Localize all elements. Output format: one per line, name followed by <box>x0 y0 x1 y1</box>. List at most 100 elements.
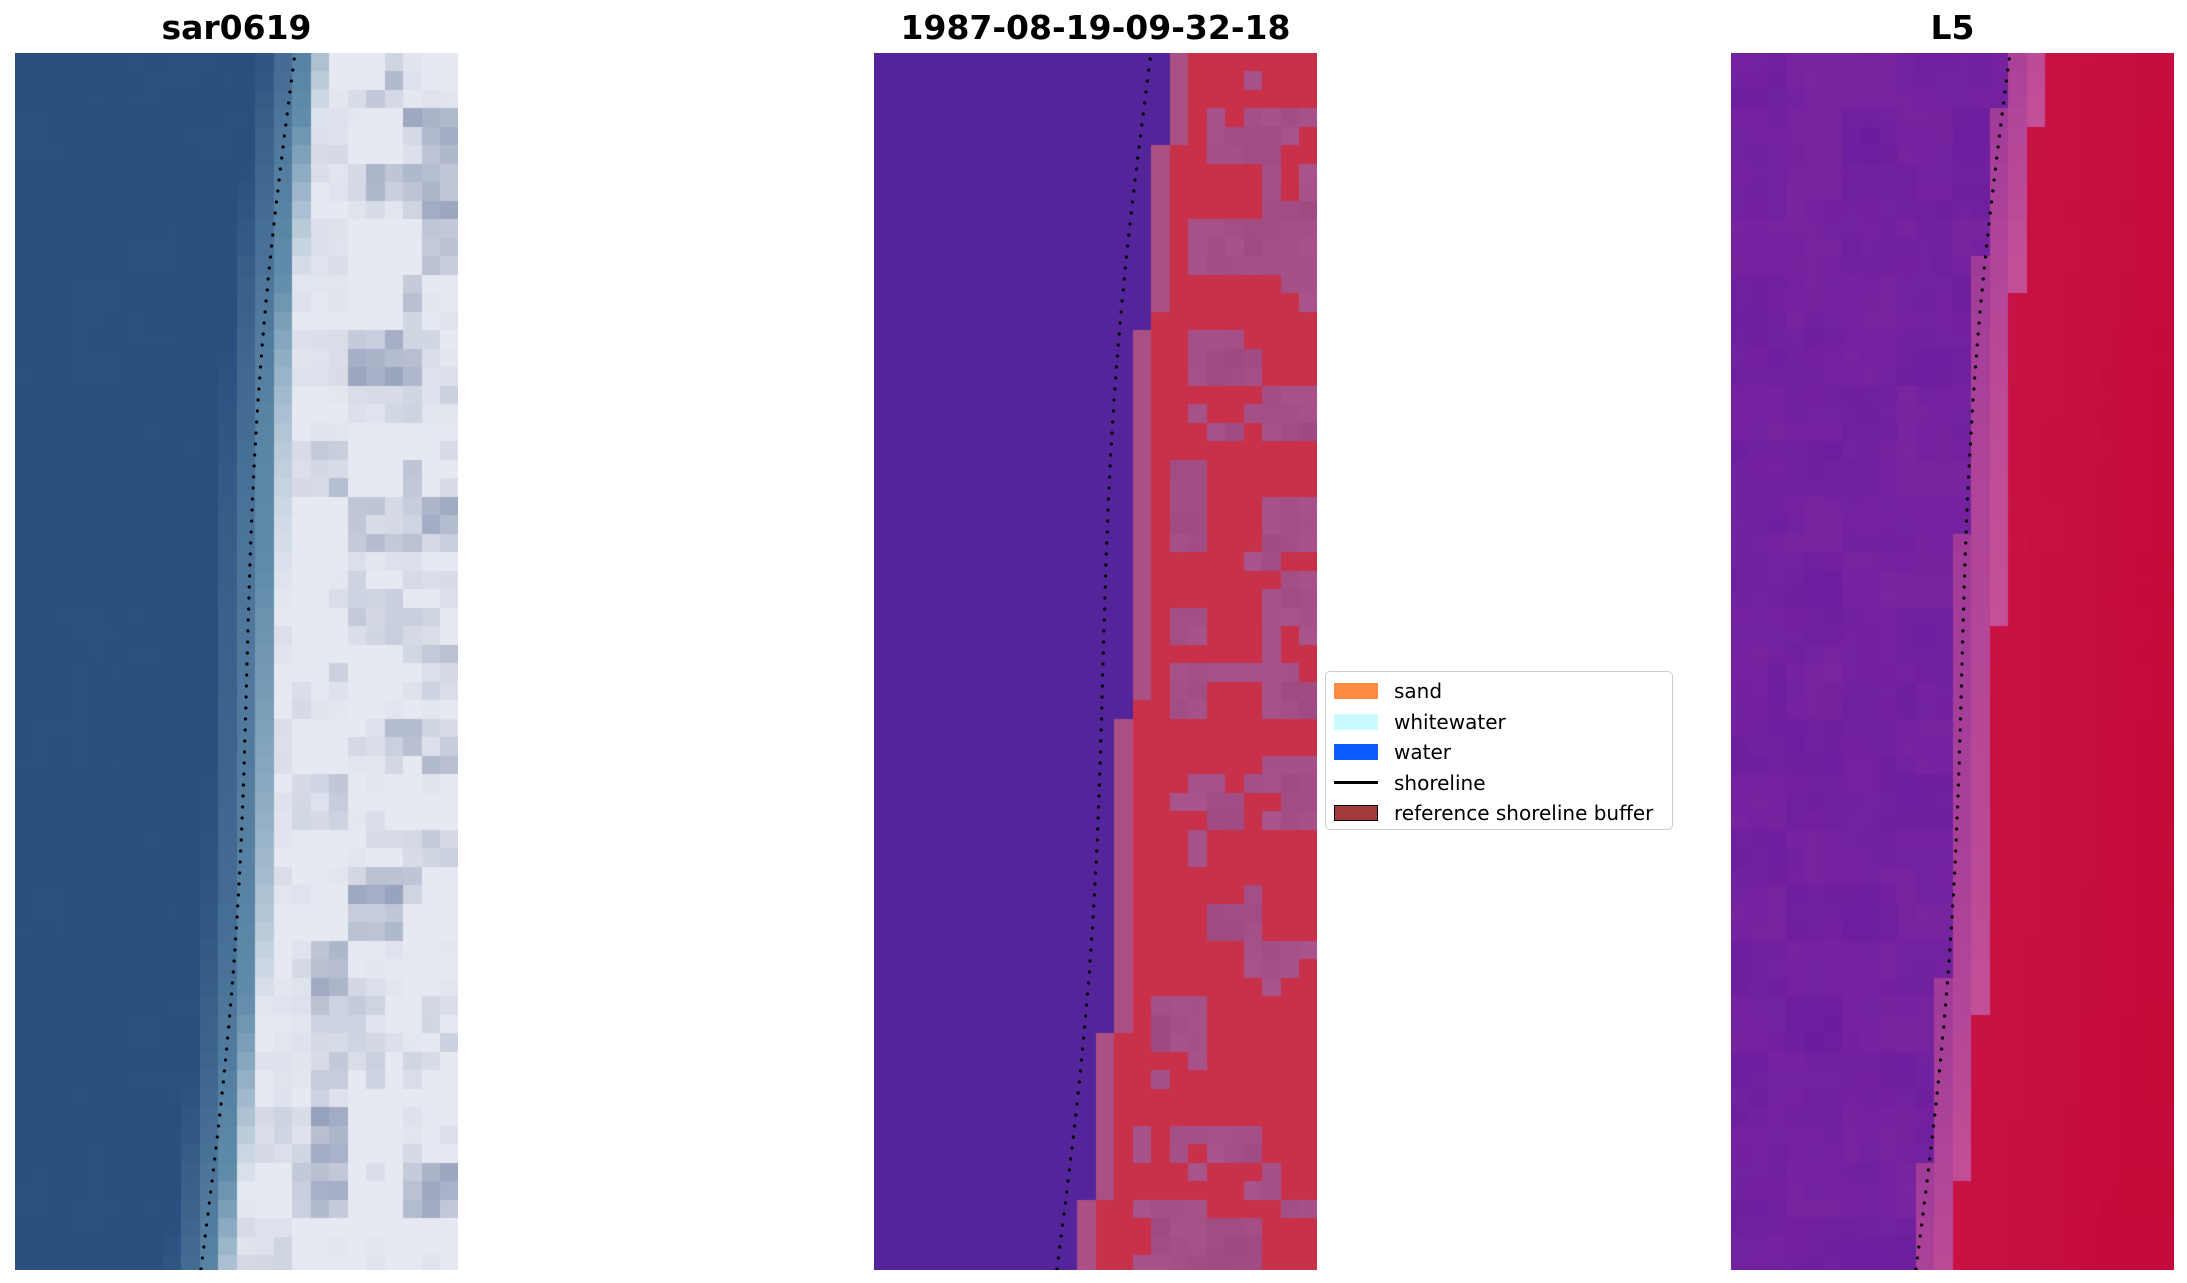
shoreline-dot <box>1141 112 1145 116</box>
shoreline-dot <box>254 431 258 435</box>
shoreline-dot <box>2004 79 2008 83</box>
shoreline-dot <box>241 805 245 809</box>
shoreline-dot <box>1099 728 1103 732</box>
shoreline-dot <box>2003 90 2007 94</box>
sand-swatch <box>1334 683 1378 700</box>
shoreline-dot <box>210 1179 214 1183</box>
shoreline-dot <box>1092 893 1096 897</box>
shoreline-dot <box>1953 871 1957 875</box>
shoreline-dot <box>1092 904 1096 908</box>
shoreline-dot <box>280 156 284 160</box>
shoreline-dot <box>1985 244 1989 248</box>
shoreline-dot <box>1960 662 1964 666</box>
shoreline-dot <box>246 640 250 644</box>
shoreline-dot <box>1088 959 1092 963</box>
shoreline-dot <box>1071 1135 1075 1139</box>
shoreline-dot <box>1963 574 1967 578</box>
shoreline-dot <box>1955 827 1959 831</box>
shoreline-dot <box>1976 332 1980 336</box>
shoreline-dot <box>245 673 249 677</box>
shoreline-dot <box>292 57 296 61</box>
shoreline-dot <box>1069 1157 1073 1161</box>
shoreline-dot <box>250 508 254 512</box>
shoreline-dot <box>1105 541 1109 545</box>
shoreline-dot <box>253 453 257 457</box>
shoreline-dot <box>1956 805 1960 809</box>
shoreline-dot <box>1134 167 1138 171</box>
shoreline-dot <box>1104 574 1108 578</box>
shoreline-dot <box>1130 200 1135 204</box>
shoreline-dot <box>1128 222 1132 226</box>
shoreline-dot <box>250 497 255 501</box>
shoreline-dot <box>1116 343 1120 347</box>
shoreline-dot <box>1956 783 1960 787</box>
shoreline-dot <box>249 530 253 534</box>
shoreline-dot <box>1117 332 1121 336</box>
shoreline-dot <box>234 926 238 930</box>
shoreline-dot <box>215 1135 219 1139</box>
shoreline-dot <box>218 1113 222 1117</box>
shoreline-dot <box>1118 321 1122 325</box>
shoreline-dot <box>1942 1025 1946 1029</box>
shoreline-dot <box>1072 1124 1077 1128</box>
shoreline-dot <box>1090 937 1094 941</box>
shoreline-dot <box>1992 178 1996 182</box>
shoreline-overlay-index <box>1914 57 2011 1270</box>
shoreline-dot <box>255 409 259 413</box>
shoreline-dot <box>1109 453 1113 457</box>
shoreline-dot <box>274 200 279 204</box>
shoreline-dot <box>1948 948 1952 952</box>
shoreline-dot <box>1999 123 2003 127</box>
shoreline-dot <box>1967 464 1971 468</box>
shoreline-dot <box>1103 596 1107 600</box>
shoreline-dot <box>1914 1267 1918 1270</box>
shoreline-dot <box>1938 1058 1943 1062</box>
shoreline-dot <box>199 1267 203 1270</box>
shoreline-dot <box>1971 398 1975 402</box>
shoreline-dot <box>1062 1212 1066 1216</box>
shoreline-dot <box>229 1003 233 1007</box>
shoreline-dot <box>1074 1113 1078 1117</box>
shoreline-dot <box>277 178 281 182</box>
shoreline-dot <box>1129 211 1133 215</box>
shoreline-dot <box>1934 1102 1938 1106</box>
shoreline-dot <box>1098 750 1103 754</box>
shoreline-dot <box>239 849 243 853</box>
shoreline-dot <box>247 607 251 611</box>
shoreline-dot <box>223 1058 228 1062</box>
classified-image <box>874 53 1317 1270</box>
shoreline-dot <box>1106 519 1110 523</box>
shoreline-dot <box>1924 1190 1928 1194</box>
shoreline-dot <box>1956 794 1960 798</box>
shoreline-dot <box>1138 134 1142 138</box>
shoreline-dot <box>1094 871 1098 875</box>
shoreline-dot <box>1083 1025 1087 1029</box>
shoreline-dot <box>1926 1168 1930 1172</box>
shoreline-dot <box>1959 706 1963 710</box>
shoreline-dot <box>1112 398 1116 402</box>
shoreline-dot <box>1104 552 1108 556</box>
shoreline-dot <box>260 343 264 347</box>
shoreline-dot <box>1945 981 1949 985</box>
shoreline-dot <box>255 420 259 424</box>
shoreline-dot <box>1114 365 1119 369</box>
shoreline-overlay-classified <box>1055 57 1152 1270</box>
shoreline-dot <box>251 486 255 490</box>
shoreline-dot <box>1987 222 1991 226</box>
shoreline-dot <box>1954 838 1958 842</box>
shoreline-dot <box>205 1223 209 1227</box>
shoreline-dot <box>209 1190 213 1194</box>
shoreline-dot <box>1944 1003 1948 1007</box>
shoreline-dot <box>228 1014 232 1018</box>
shoreline-dot <box>1106 508 1110 512</box>
shoreline-dot <box>1119 310 1123 314</box>
shoreline-dot <box>1970 420 1974 424</box>
shoreline-dot <box>1147 68 1151 72</box>
shoreline-dot <box>284 123 288 127</box>
shoreline-dot <box>276 189 280 193</box>
shoreline-dot <box>270 244 274 248</box>
shoreline-dot <box>256 398 260 402</box>
shoreline-dot <box>211 1168 215 1172</box>
shoreline-dot <box>1943 1014 1947 1018</box>
shoreline-dot <box>258 365 263 369</box>
